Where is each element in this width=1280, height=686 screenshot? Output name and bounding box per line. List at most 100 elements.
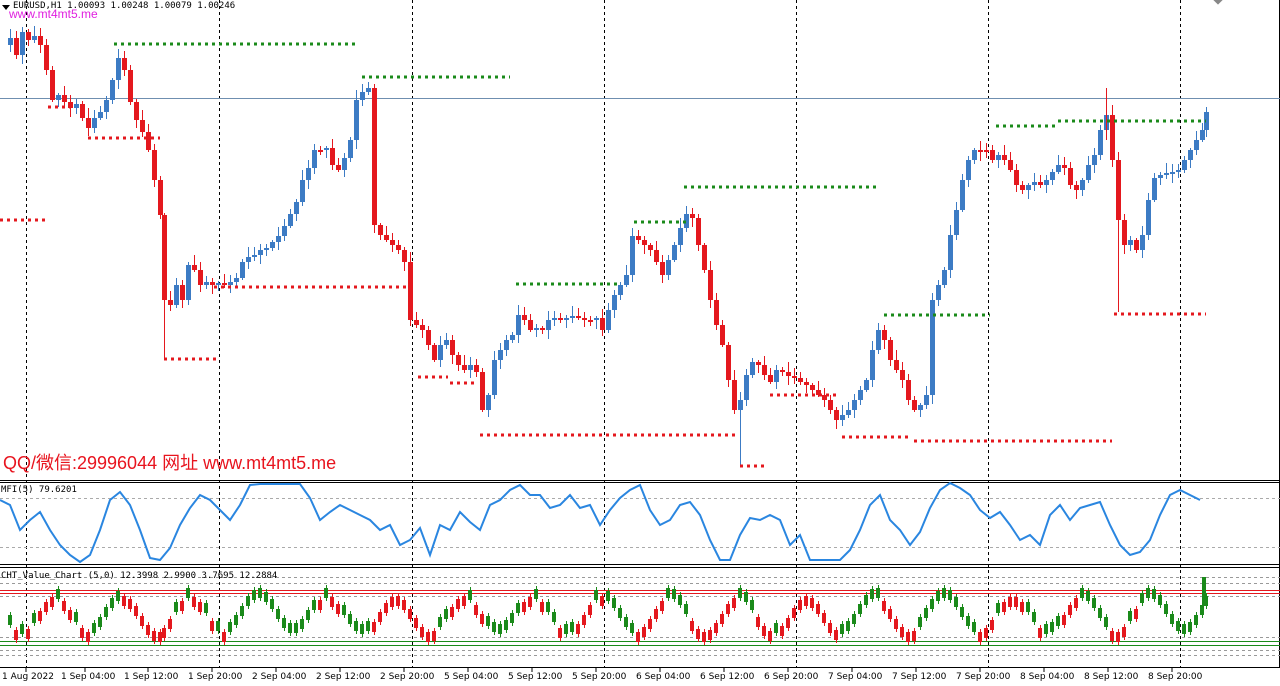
bull-candle: [936, 285, 941, 300]
bull-candle: [1164, 173, 1169, 175]
bear-candle: [720, 325, 725, 345]
bear-candle: [558, 318, 563, 320]
bear-candle: [432, 345, 437, 360]
bear-candle: [378, 225, 383, 235]
cht-bear-bar: [168, 619, 172, 629]
bull-candle: [1176, 170, 1181, 172]
bear-candle: [882, 330, 887, 340]
cht-bear-bar: [198, 602, 202, 612]
cht-bull-bar: [492, 622, 496, 632]
cht-bear-bar: [732, 598, 736, 608]
cht-bear-bar: [690, 621, 694, 631]
bull-candle: [510, 335, 515, 340]
bear-candle: [1002, 155, 1007, 160]
bear-candle: [1014, 170, 1019, 185]
bear-candle: [906, 380, 911, 400]
cht-bear-bar: [654, 609, 658, 619]
bull-candle: [20, 32, 25, 55]
cht-bull-bar: [1056, 616, 1060, 626]
cht-bear-bar: [816, 604, 820, 614]
cht-bull-bar: [666, 588, 670, 598]
bear-candle: [420, 325, 425, 330]
cht-bear-bar: [456, 599, 460, 609]
bull-candle: [1026, 185, 1031, 190]
cht-bull-bar: [630, 623, 634, 633]
cht-bull-bar: [1152, 589, 1156, 599]
cht-bull-bar: [564, 624, 568, 634]
bull-candle: [870, 350, 875, 380]
cht-bull-bar: [1092, 598, 1096, 608]
bull-candle: [606, 310, 611, 330]
cht-bear-bar: [180, 601, 184, 611]
bull-candle: [594, 318, 599, 320]
cht-bear-bar: [396, 596, 400, 606]
menu-dropdown-icon[interactable]: [2, 5, 10, 10]
bull-candle: [996, 155, 1001, 160]
bear-candle: [390, 240, 395, 245]
cht-bull-bar: [216, 621, 220, 631]
bear-candle: [372, 88, 377, 225]
bull-candle: [1056, 165, 1061, 172]
cht-bull-bar: [1026, 602, 1030, 612]
cht-bull-bar: [624, 617, 628, 627]
bull-candle: [564, 318, 569, 320]
cht-bear-bar: [582, 615, 586, 625]
cht-bull-bar: [468, 590, 472, 600]
cht-bear-bar: [522, 602, 526, 612]
cht-bear-bar: [80, 628, 84, 638]
bull-candle: [876, 330, 881, 350]
bear-candle: [528, 320, 533, 330]
bull-candle: [570, 316, 575, 318]
time-tick-label: 6 Sep 04:00: [636, 672, 691, 682]
time-tick-label: 2 Sep 20:00: [380, 672, 435, 682]
cht-bull-bar: [678, 595, 682, 605]
bear-candle: [122, 58, 127, 70]
bear-candle: [1074, 185, 1079, 190]
cht-bull-bar: [276, 609, 280, 619]
time-tick-label: 8 Sep 12:00: [1084, 672, 1139, 682]
cht-bear-bar: [122, 596, 126, 606]
bear-candle: [732, 380, 737, 410]
cht-bear-bar: [450, 607, 454, 617]
cht-bull-bar: [258, 588, 262, 598]
cht-bull-bar: [360, 624, 364, 634]
bear-candle: [474, 365, 479, 372]
cht-bear-bar: [336, 604, 340, 614]
cht-bull-bar: [948, 590, 952, 600]
bear-candle: [648, 245, 653, 250]
cht-bull-bar: [750, 600, 754, 610]
bull-candle: [1092, 155, 1097, 165]
cht-bear-bar: [1020, 602, 1024, 612]
cht-bear-bar: [822, 613, 826, 623]
bear-candle: [198, 270, 203, 285]
cht-bear-bar: [894, 619, 898, 629]
bear-candle: [134, 102, 139, 120]
bear-candle: [768, 375, 773, 382]
bull-candle: [486, 395, 491, 410]
bear-candle: [146, 132, 151, 150]
bull-candle: [918, 405, 923, 410]
cht-bear-bar: [558, 628, 562, 638]
bull-candle: [852, 400, 857, 410]
bear-candle: [576, 316, 581, 318]
bear-candle: [900, 370, 905, 380]
bull-candle: [966, 160, 971, 180]
bull-candle: [104, 100, 109, 112]
cht-bear-bar: [696, 629, 700, 639]
bear-candle: [804, 382, 809, 385]
cht-bear-bar: [768, 631, 772, 641]
cht-bear-bar: [798, 600, 802, 610]
bull-candle: [1204, 112, 1209, 130]
bull-candle: [444, 340, 449, 345]
bull-candle: [678, 228, 683, 245]
bear-candle: [762, 365, 767, 375]
bear-candle: [180, 285, 185, 300]
cht-bear-bar: [1038, 628, 1042, 638]
bull-candle: [750, 362, 755, 375]
cht-bull-bar: [864, 595, 868, 605]
cht-bull-bar: [1098, 608, 1102, 618]
bull-candle: [306, 168, 311, 180]
bull-candle: [666, 260, 671, 275]
bull-candle: [1098, 130, 1103, 155]
